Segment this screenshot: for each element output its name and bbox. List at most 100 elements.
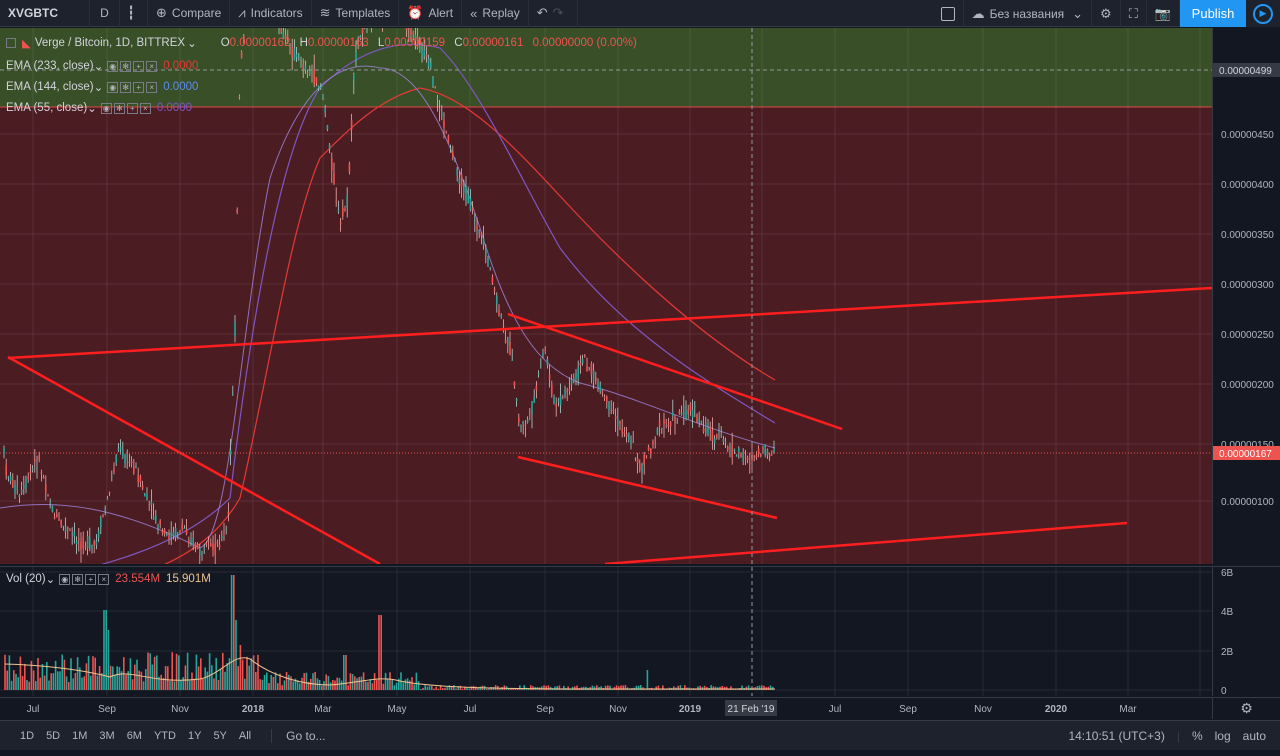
open-key: O — [220, 37, 230, 49]
compare-button[interactable]: ⊕ Compare — [148, 0, 231, 27]
volume-scale[interactable]: 6B 4B 2B 0 — [1212, 566, 1280, 697]
candle-body — [291, 47, 293, 58]
price-chart-pane[interactable]: ◣ Verge / Bitcoin, 1D, BITTREX ⌄ O0.0000… — [0, 28, 1212, 564]
close-icon[interactable]: × — [139, 102, 151, 114]
range-button-all[interactable]: All — [238, 729, 252, 742]
interval-button[interactable]: D — [90, 0, 120, 27]
layout-name-button[interactable]: ☁ Без названия ⌄ — [964, 0, 1093, 27]
chevron-down-icon[interactable]: ⌄ — [87, 103, 97, 115]
time-label: Jul — [27, 704, 40, 715]
eye-icon[interactable]: ◉ — [100, 102, 112, 114]
legend-buttons: ◉ ✻ + × — [100, 102, 153, 114]
settings-button[interactable]: ⚙ — [1092, 0, 1121, 27]
range-button-5y[interactable]: 5Y — [213, 729, 227, 742]
volume-bar — [101, 673, 103, 690]
snapshot-button[interactable]: 📷 — [1147, 0, 1180, 27]
candle-body — [183, 527, 186, 529]
replay-button[interactable]: « Replay — [462, 0, 529, 27]
candle-body — [168, 533, 170, 540]
candle-body — [542, 352, 544, 356]
range-button-6m[interactable]: 6M — [126, 729, 142, 742]
volume-bar — [296, 680, 299, 690]
gear-icon[interactable]: ✻ — [120, 60, 132, 72]
ema-55-title[interactable]: EMA (55, close) — [6, 102, 88, 114]
price-scale[interactable]: 0.00000450 0.00000400 0.00000350 0.00000300… — [1212, 28, 1280, 564]
chevron-down-icon[interactable]: ⌄ — [45, 574, 56, 586]
price-candles — [3, 28, 775, 564]
log-toggle[interactable]: log — [1214, 729, 1231, 743]
time-axis[interactable]: JulSepNov2018MarMayJulSepNov2019MayJulSe… — [0, 697, 1212, 719]
volume-bar — [402, 682, 404, 690]
publish-button[interactable]: Publish — [1180, 0, 1246, 27]
range-button-1y[interactable]: 1Y — [187, 729, 202, 742]
legend-title[interactable]: Verge / Bitcoin, 1D, BITTREX — [34, 37, 186, 49]
eye-icon[interactable]: ◉ — [107, 81, 119, 93]
symbol-search[interactable]: XVGBTC — [0, 0, 90, 27]
gear-icon[interactable]: ✻ — [120, 81, 132, 93]
alert-button[interactable]: ⏰ Alert — [399, 0, 463, 27]
time-axis-settings[interactable]: ⚙ — [1212, 697, 1280, 719]
eye-icon[interactable]: ◉ — [59, 573, 71, 585]
auto-toggle[interactable]: auto — [1242, 729, 1266, 743]
candle-body — [113, 469, 115, 472]
volume-bar — [367, 681, 369, 690]
volume-bar — [226, 662, 228, 690]
volume-bar — [15, 673, 17, 690]
plus-icon[interactable]: + — [85, 573, 97, 585]
goto-button[interactable]: Go to... — [271, 728, 326, 743]
plus-icon[interactable]: + — [133, 60, 145, 72]
close-icon[interactable]: × — [146, 81, 158, 93]
candle-body — [511, 359, 513, 361]
range-button-1d[interactable]: 1D — [20, 729, 35, 742]
candle-body — [42, 476, 45, 479]
chevron-down-icon[interactable]: ⌄ — [187, 38, 197, 50]
percent-toggle[interactable]: % — [1191, 729, 1203, 743]
candle-body — [333, 172, 335, 184]
volume-bar — [63, 659, 66, 690]
plus-icon[interactable]: + — [133, 81, 145, 93]
high-key: H — [299, 37, 308, 49]
volume-bar — [466, 687, 468, 690]
indicators-icon: ⩘ — [238, 5, 246, 20]
ema-233-title[interactable]: EMA (233, close) — [6, 60, 94, 72]
fullscreen-button[interactable]: ⛶ — [1121, 0, 1147, 27]
volume-bar — [503, 685, 506, 690]
range-button-5d[interactable]: 5D — [46, 729, 61, 742]
undo-icon[interactable]: ↶ — [536, 5, 548, 20]
chart-type-button[interactable]: ┇ — [120, 0, 148, 27]
volume-bar — [747, 685, 750, 690]
volume-bar — [334, 680, 336, 690]
indicators-button[interactable]: ⩘ Indicators — [230, 0, 312, 27]
volume-title[interactable]: Vol (20) — [6, 573, 46, 585]
candle-body — [335, 200, 337, 202]
templates-button[interactable]: ≋ Templates — [312, 0, 400, 27]
ema-144-title[interactable]: EMA (144, close) — [6, 81, 94, 93]
chevron-down-icon[interactable]: ⌄ — [93, 82, 104, 94]
plus-icon[interactable]: + — [126, 102, 138, 114]
chevron-down-icon[interactable]: ⌄ — [93, 61, 104, 73]
redo-icon[interactable]: ↷ — [552, 5, 564, 20]
range-button-1m[interactable]: 1M — [72, 729, 88, 742]
gear-icon[interactable]: ✻ — [72, 573, 84, 585]
eye-icon[interactable]: ◉ — [107, 60, 119, 72]
range-button-3m[interactable]: 3M — [99, 729, 115, 742]
candle-body — [320, 86, 322, 88]
candle-body — [179, 530, 181, 533]
candle-body — [720, 434, 722, 436]
play-button[interactable]: ▶ — [1246, 0, 1280, 27]
candle-body — [652, 441, 654, 445]
candle-body — [223, 531, 225, 533]
candle-body — [93, 541, 95, 547]
volume-bar — [433, 688, 435, 690]
candle-body — [454, 160, 456, 162]
candle-body — [218, 544, 221, 548]
gear-icon[interactable]: ✻ — [113, 102, 125, 114]
range-button-ytd[interactable]: YTD — [153, 729, 176, 742]
fullscreen-square-button[interactable] — [933, 0, 964, 27]
volume-legend: Vol (20) ⌄ ◉ ✻ + × 23.554M 15.901M — [6, 572, 211, 586]
close-icon[interactable]: × — [146, 60, 158, 72]
close-icon[interactable]: × — [98, 573, 110, 585]
clock-time[interactable]: 14:10:51 (UTC+3) — [1068, 729, 1165, 743]
collapse-icon[interactable] — [6, 38, 16, 48]
volume-pane[interactable]: Vol (20) ⌄ ◉ ✻ + × 23.554M 15.901M — [0, 566, 1212, 696]
